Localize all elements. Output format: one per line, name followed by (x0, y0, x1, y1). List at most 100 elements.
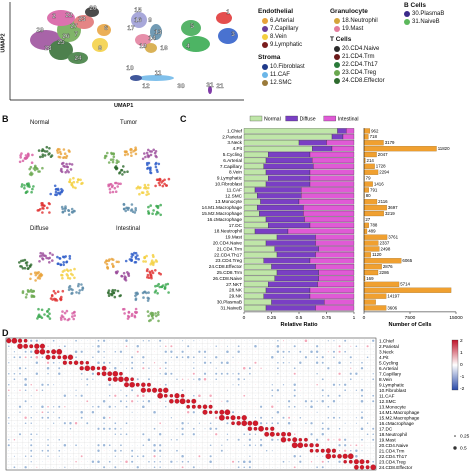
expression-dot (255, 373, 256, 374)
dotplot-row-label: 17.DC (379, 426, 393, 431)
colorbar-tick: 2 (460, 338, 463, 344)
count-bar (363, 205, 387, 211)
expression-dot (350, 401, 352, 402)
expression-dot (320, 448, 325, 453)
expression-dot (42, 445, 43, 446)
expression-dot (24, 416, 27, 419)
count-tick-label: 7500 (405, 315, 416, 321)
legend-item-cd4-trm: 21.CD4.Trm (334, 54, 374, 60)
expression-dot (53, 406, 55, 408)
expression-dot (186, 399, 191, 404)
umap-point (150, 150, 153, 153)
expression-dot (7, 444, 10, 447)
expression-dot (311, 439, 312, 440)
umap-point (41, 257, 44, 260)
expression-dot (41, 411, 44, 414)
umap-point (30, 295, 34, 299)
expression-dot (254, 344, 257, 348)
expression-dot (53, 368, 54, 369)
expression-dot (164, 372, 168, 376)
expression-dot (204, 417, 206, 418)
expression-dot (210, 417, 211, 418)
expression-dot (305, 346, 307, 347)
expression-dot (372, 378, 375, 381)
expression-dot (344, 467, 346, 468)
expression-dot (199, 362, 200, 363)
umap-point (111, 258, 115, 261)
expression-dot (260, 384, 262, 385)
expression-dot (215, 378, 218, 381)
expression-dot (249, 379, 251, 380)
expression-dot (215, 450, 217, 451)
umap-point (80, 283, 83, 286)
expression-dot (163, 387, 169, 393)
expression-dot (339, 379, 340, 380)
expression-dot (277, 450, 279, 451)
stacked-bar-segment (243, 134, 333, 140)
umap-point (40, 204, 44, 207)
expression-dot (36, 466, 38, 468)
expression-dot (209, 427, 212, 430)
expression-dot (215, 340, 217, 341)
expression-dot (143, 351, 144, 352)
expression-dot (214, 410, 218, 415)
stacked-bar-segment (309, 169, 355, 175)
expression-dot (372, 373, 374, 375)
umap-point (154, 165, 158, 169)
expression-dot (360, 389, 364, 392)
expression-dot (288, 395, 290, 396)
umap-point (21, 159, 25, 163)
expression-dot (59, 401, 60, 402)
expression-dot (249, 340, 251, 341)
expression-dot (165, 434, 167, 435)
expression-dot (142, 433, 145, 436)
expression-dot (42, 373, 43, 374)
expression-dot (75, 456, 77, 457)
expression-dot (238, 428, 239, 429)
expression-dot (260, 456, 262, 457)
expression-dot (305, 422, 307, 424)
expression-dot (64, 466, 66, 468)
expression-dot (210, 384, 211, 385)
expression-dot (372, 346, 374, 347)
expression-dot (198, 394, 201, 398)
expression-dot (75, 461, 77, 463)
expression-dot (120, 368, 122, 369)
expression-dot (299, 455, 302, 458)
expression-dot (325, 448, 331, 454)
umap-point (77, 291, 81, 295)
expression-dot (305, 434, 307, 435)
cluster-label: 1 (226, 9, 230, 16)
dotplot-row-label: 1.Chief (379, 338, 395, 343)
expression-dot (266, 373, 267, 374)
expression-dot (70, 439, 71, 440)
expression-dot (236, 420, 241, 426)
umap-point (130, 252, 134, 256)
color-dot-icon (262, 72, 268, 78)
umap-point (166, 282, 170, 286)
umap-point (156, 292, 159, 295)
expression-dot (255, 384, 256, 385)
expression-dot (148, 412, 150, 413)
expression-dot (255, 357, 256, 358)
stacked-bar-segment (318, 269, 355, 276)
expression-dot (356, 379, 357, 380)
expression-dot (249, 351, 251, 352)
expression-dot (39, 343, 45, 349)
expression-dot (332, 400, 336, 403)
expression-dot (14, 384, 15, 385)
expression-dot (64, 384, 66, 385)
expression-dot (350, 417, 352, 418)
expression-dot (18, 405, 22, 408)
expression-dot (266, 357, 267, 358)
expression-dot (264, 431, 270, 437)
expression-dot (63, 443, 67, 447)
stacked-bar-segment (243, 210, 260, 217)
expression-dot (327, 351, 329, 353)
expression-dot (8, 362, 10, 364)
umap-point (48, 317, 52, 320)
expression-dot (115, 417, 116, 418)
expression-dot (350, 340, 352, 341)
expression-dot (176, 438, 178, 441)
umap-point (110, 185, 114, 189)
